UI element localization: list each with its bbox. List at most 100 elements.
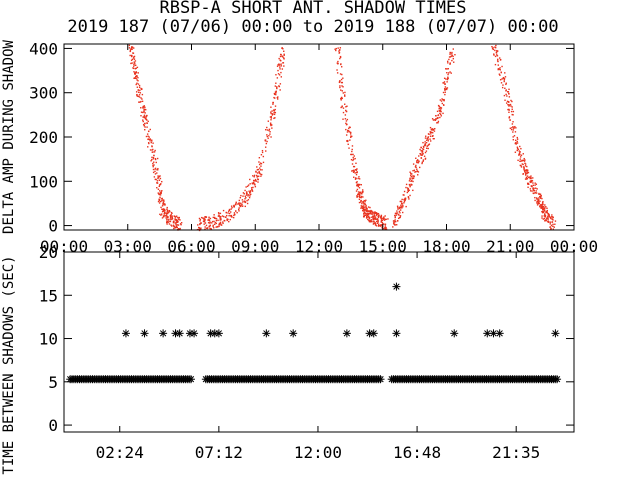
top-data-point [128, 44, 131, 47]
top-data-point [497, 68, 499, 71]
top-data-point [363, 209, 365, 212]
top-data-point [243, 193, 245, 195]
top-data-point [140, 97, 142, 99]
top-data-point [139, 92, 142, 94]
bottom-x-tick-label: 02:24 [96, 443, 144, 462]
top-data-point [417, 162, 420, 164]
top-data-point [534, 196, 536, 199]
top-x-tick-label: 12:00 [295, 237, 343, 256]
top-data-point [140, 100, 142, 103]
top-data-point [447, 68, 450, 70]
top-data-point [400, 201, 403, 203]
top-data-point [367, 206, 370, 208]
top-data-point [357, 195, 359, 198]
top-data-point [134, 68, 137, 70]
top-data-point [138, 84, 141, 87]
top-data-point [544, 219, 547, 221]
top-data-point [356, 171, 358, 174]
top-data-point [535, 187, 537, 189]
top-data-point [545, 219, 548, 221]
top-data-point [151, 156, 153, 159]
top-data-point [415, 164, 417, 167]
top-data-point [452, 48, 454, 50]
top-data-point [209, 221, 211, 223]
top-data-point [228, 214, 230, 217]
top-data-point [360, 192, 363, 194]
top-data-point [151, 140, 153, 142]
top-data-point [176, 226, 178, 229]
top-data-point [410, 172, 412, 175]
top-data-point [443, 82, 445, 84]
top-data-point [358, 193, 360, 196]
top-data-point [340, 99, 342, 101]
top-data-point [424, 137, 427, 139]
top-data-point [218, 215, 220, 217]
top-data-point [535, 192, 538, 194]
top-data-point [508, 93, 510, 95]
top-data-point [398, 210, 401, 213]
top-data-point [452, 55, 454, 58]
top-data-point [278, 85, 281, 88]
top-data-point [508, 116, 511, 118]
top-data-point [142, 106, 144, 109]
top-data-point [267, 120, 270, 122]
top-data-point [346, 131, 349, 133]
top-data-point [440, 113, 442, 116]
top-data-point [525, 174, 527, 176]
top-data-point [226, 218, 228, 220]
top-data-point [508, 88, 510, 91]
top-data-point [137, 72, 139, 74]
top-data-point [152, 166, 154, 168]
top-data-point [532, 187, 535, 189]
top-data-point [374, 223, 377, 225]
top-data-point [372, 217, 375, 220]
top-data-point [405, 186, 407, 189]
top-data-point [134, 72, 137, 74]
top-data-point [424, 141, 426, 143]
top-data-point [533, 190, 535, 192]
top-data-point [241, 205, 244, 207]
top-data-point [422, 148, 424, 150]
top-data-point [523, 157, 525, 160]
top-data-point [143, 105, 145, 107]
top-data-point [275, 93, 277, 96]
top-data-point [409, 184, 411, 187]
top-data-point [539, 197, 542, 199]
top-data-point [437, 122, 439, 124]
top-data-point [211, 220, 214, 223]
top-data-point [149, 138, 151, 141]
top-data-point [180, 223, 182, 226]
top-data-point [365, 217, 368, 219]
top-data-point [440, 110, 442, 113]
top-data-point [269, 133, 271, 135]
top-data-point [526, 165, 528, 168]
top-data-point [357, 183, 359, 186]
top-data-point [429, 140, 432, 142]
top-data-point [371, 213, 374, 215]
top-data-point [543, 217, 546, 220]
top-data-point [447, 77, 449, 80]
top-data-point [129, 48, 132, 50]
top-data-point [177, 224, 180, 226]
top-data-point [240, 202, 242, 204]
top-data-point [554, 223, 556, 225]
top-data-point [171, 215, 173, 217]
top-data-point [146, 126, 148, 128]
top-data-point [550, 227, 552, 230]
top-data-point [518, 150, 520, 152]
top-data-point [146, 133, 149, 135]
top-data-point [543, 210, 546, 212]
top-data-point [525, 178, 527, 180]
top-data-point [143, 111, 145, 113]
top-data-point [279, 83, 282, 85]
top-data-point [339, 73, 342, 75]
top-data-point [403, 200, 406, 203]
top-data-point [161, 208, 163, 210]
top-data-point [149, 140, 151, 142]
top-data-point [338, 50, 340, 52]
top-data-point [539, 200, 541, 203]
top-data-point [338, 81, 341, 84]
top-data-point [157, 192, 159, 194]
top-data-point [353, 169, 355, 172]
top-data-point [153, 161, 155, 163]
